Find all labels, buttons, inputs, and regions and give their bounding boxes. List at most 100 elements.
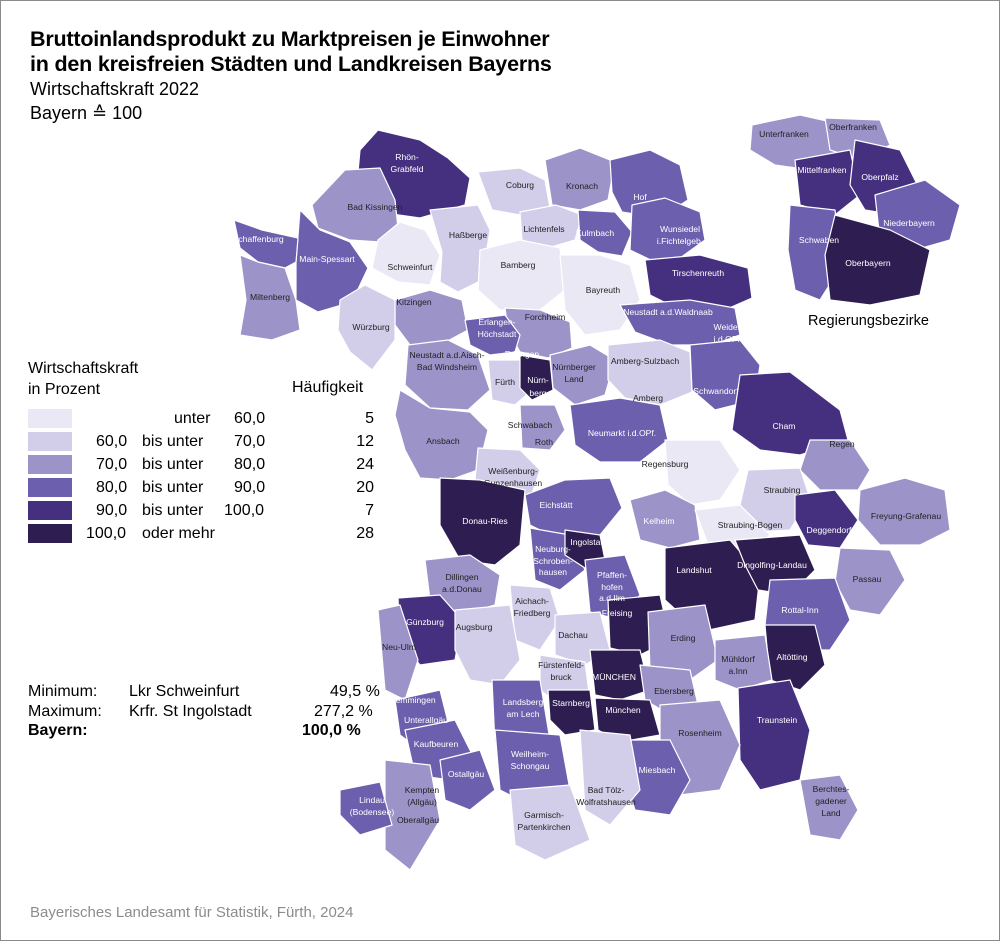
district-label: hausen (539, 567, 567, 577)
district-schweinfurt (371, 221, 441, 286)
district-label: Freyung-Grafenau (871, 511, 941, 521)
district-label: Deggendorf (807, 525, 853, 535)
district-label: Schweinfurt (388, 262, 434, 272)
district-label: Schwandorf (693, 386, 739, 396)
legend-row: 70,0 bis unter 80,0 24 (28, 455, 374, 475)
district-label: Grabfeld (391, 164, 424, 174)
district-hassberge (429, 204, 491, 293)
legend-heading-line-1: Wirtschaftskraft (28, 360, 139, 377)
district-label: Landshut (676, 565, 712, 575)
district-label: Hof (633, 192, 647, 202)
district-label: Ingolstadt (570, 537, 608, 547)
district-label: Kulmbach (576, 228, 614, 238)
district-bamberg (477, 239, 566, 311)
district-label: Regensburg (642, 459, 689, 469)
district-wuerzburg (337, 284, 396, 371)
district-ansbach (394, 389, 489, 481)
district-label: Nürn- (527, 375, 549, 385)
district-muenchen-land (594, 697, 661, 743)
stat-min-region: Lkr Schweinfurt (129, 683, 240, 700)
district-neu-ulm (377, 604, 419, 701)
legend-row: 80,0 bis unter 90,0 20 (28, 478, 374, 498)
district-label: Schroben- (533, 556, 573, 566)
subtitle-reference: Bayern ≙ 100 (30, 103, 143, 123)
district-label: Kempten (405, 785, 440, 795)
district-label: München (605, 705, 641, 715)
district-label: Miesbach (639, 765, 676, 775)
district-label: Erding (671, 633, 696, 643)
stat-bay-label: Bayern: (28, 722, 88, 739)
district-garmisch (509, 784, 591, 861)
district-label: Lichtenfels (523, 224, 564, 234)
district-label: Erlangen (505, 349, 540, 359)
legend-from: 100,0 (86, 525, 127, 542)
district-label: Fürstenfeld- (538, 660, 584, 670)
district-label: Tirschenreuth (672, 268, 724, 278)
legend-heading: Wirtschaftskraft in Prozent (28, 358, 138, 400)
district-ostallgaeu (439, 749, 496, 811)
district-label: i.Fichtelgeb. (657, 236, 703, 246)
district-label: Roth (535, 437, 553, 447)
district-label: Neuburg- (535, 544, 571, 554)
legend-swatch (28, 478, 72, 497)
district-label: Cham (773, 421, 796, 431)
legend-to: 90,0 (234, 479, 266, 496)
district-label: Weilheim- (511, 749, 549, 759)
district-label: Unterallgäu (404, 715, 448, 725)
district-label: Rhön- (395, 152, 419, 162)
map-title: Bruttoinlandsprodukt zu Marktpreisen je … (30, 27, 552, 77)
district-label: Neumarkt i.d.OPf. (588, 428, 656, 438)
legend-count: 5 (365, 410, 374, 427)
district-label: Lindau (359, 795, 385, 805)
district-neumarkt (569, 397, 669, 463)
inset-region-label: Unterfranken (759, 129, 809, 139)
district-label: Wolfratshausen (576, 797, 636, 807)
legend-range: bis unter (142, 479, 204, 496)
district-label: Straubing-Bogen (718, 520, 783, 530)
district-eichstaett (524, 477, 623, 541)
district-label: Dachau (558, 630, 588, 640)
district-label: Straubing (764, 485, 801, 495)
district-label: Ostallgäu (448, 769, 485, 779)
district-label: Miltenberg (250, 292, 290, 302)
inset-region-label: Oberbayern (845, 258, 891, 268)
district-label: Bayreuth (586, 285, 621, 295)
district-label: (Allgäu) (407, 797, 437, 807)
legend-frequency-heading: Häufigkeit (292, 379, 364, 396)
inset-region-label: Schwaben (799, 235, 839, 245)
district-label: Aschaffenburg (228, 234, 283, 244)
district-label: Dingolfing-Landau (737, 560, 807, 570)
district-label: Eichstätt (540, 500, 574, 510)
district-label: (Bodensee) (350, 807, 395, 817)
district-label: Friedberg (514, 608, 551, 618)
district-label: bruck (550, 672, 572, 682)
district-label: hofen (601, 582, 623, 592)
inset-region-label: Oberfranken (829, 122, 877, 132)
district-deggendorf (794, 489, 859, 549)
stat-bay-value: 100,0 % (302, 722, 361, 739)
district-label: Pfaffen- (597, 570, 627, 580)
district-label: Landsberg (503, 697, 544, 707)
legend-row: 90,0 bis unter 100,0 7 (28, 501, 374, 521)
district-label: Nürnberger (552, 362, 596, 372)
inset-label: Regierungsbezirke (808, 313, 929, 329)
district-label: i.d.OPf. (714, 334, 743, 344)
district-label: Weiden (714, 322, 743, 332)
title-line-2: in den kreisfreien Städten und Landkreis… (30, 52, 552, 76)
district-label: Land (821, 808, 840, 818)
district-label: Ebersberg (654, 686, 694, 696)
district-wunsiedel (629, 197, 706, 263)
stat-max-value: 277,2 % (314, 703, 373, 720)
district-augsburg (454, 604, 521, 686)
district-label: MÜNCHEN (592, 672, 636, 682)
district-lindau (339, 781, 393, 836)
legend-swatch (28, 501, 72, 520)
district-label: Kronach (566, 181, 598, 191)
district-berchtesgaden (799, 774, 859, 841)
district-tirschenreuth (644, 254, 753, 313)
district-label: Amberg (633, 393, 663, 403)
legend-swatch (28, 455, 72, 474)
inset-region-label: Oberpfalz (861, 172, 898, 182)
district-nuernberg (519, 354, 554, 401)
